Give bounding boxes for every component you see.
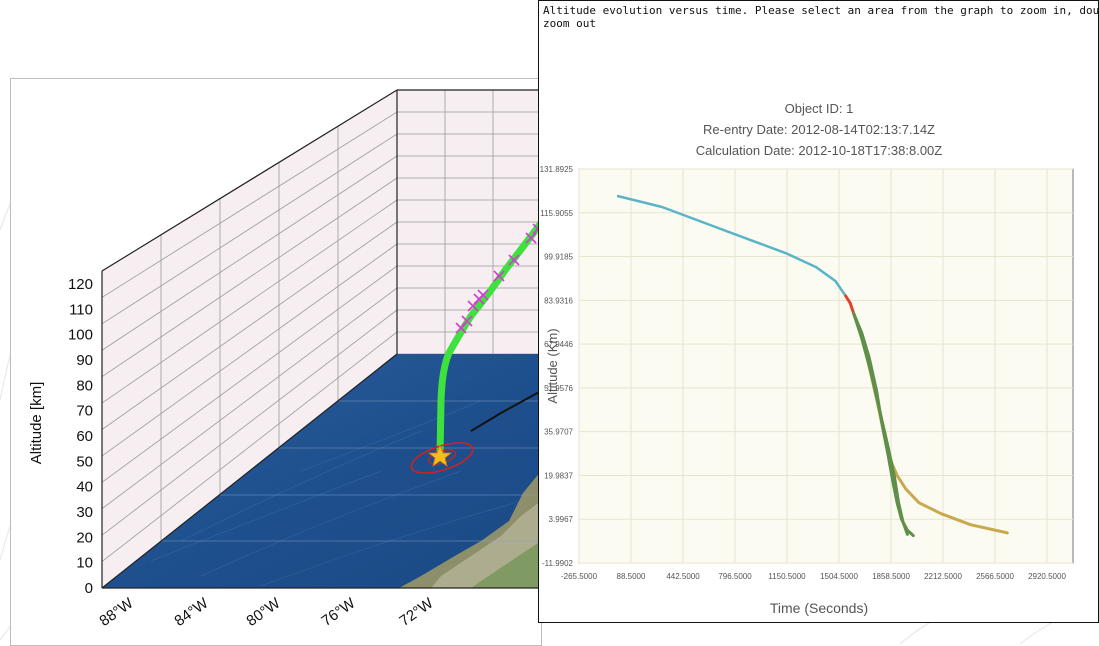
z-tick-label: 20: [76, 529, 93, 546]
x-tick-label: 1858.5000: [872, 572, 910, 581]
trajectory-markers: [455, 223, 541, 334]
x-tick-label: 2212.5000: [924, 572, 962, 581]
y-tick-label: 131.8925: [540, 165, 574, 174]
trajectory-marker: [525, 232, 537, 244]
y-tick-label: 115.9055: [540, 209, 573, 218]
y-tick-label: 67.9446: [544, 340, 573, 349]
impact-star-icon: [427, 443, 453, 467]
longitude-tick-label: 84°W: [171, 594, 212, 630]
seafloor-texture: [150, 400, 522, 587]
altitude-chart[interactable]: Object ID: 1 Re-entry Date: 2012-08-14T02…: [539, 1, 1099, 623]
x-tick-label: 2566.5000: [976, 572, 1014, 581]
ground-track: [470, 390, 541, 432]
panel-caption: Altitude evolution versus time. Please s…: [543, 4, 1099, 30]
y-axis-label: Altitude (Km): [545, 328, 560, 403]
left-wall: [102, 90, 397, 588]
chart-grid: [578, 168, 1073, 564]
z-axis-label: Altitude [km]: [28, 382, 45, 465]
series-line-green: [852, 312, 909, 536]
z-tick-label: 40: [76, 479, 93, 496]
z-tick-label: 50: [76, 453, 93, 470]
longitude-tick-label: 80°W: [243, 594, 284, 630]
z-tick-label: 70: [76, 403, 93, 420]
y-tick-label: 35.9707: [544, 428, 573, 437]
z-tick-label: 10: [76, 555, 93, 572]
z-tick-label: 80: [76, 377, 93, 394]
longitude-tick-label: 72°W: [396, 594, 437, 630]
x-tick-label: 2920.5000: [1028, 572, 1066, 581]
axes-frame: [101, 89, 541, 589]
z-tick-label: 100: [68, 327, 93, 344]
longitude-tick-label: 88°W: [96, 594, 137, 630]
series-line-red: [844, 294, 856, 316]
x-tick-label: 88.5000: [617, 572, 646, 581]
x-tick-label: 796.5000: [718, 572, 752, 581]
series-line-blue: [616, 194, 847, 298]
trajectory-3d-panel[interactable]: 120 110 100 90 80 70 60 50 40 30 20 10 0 Altitude [k…: [10, 78, 542, 646]
chart-title-line: Re-entry Date: 2012-08-14T02:13:7.14Z: [703, 122, 935, 137]
z-tick-label: 90: [76, 352, 93, 369]
z-tick-label: 0: [85, 580, 93, 597]
x-tick-label: 442.5000: [666, 572, 700, 581]
chart-title-line: Calculation Date: 2012-10-18T17:38:8.00Z: [696, 143, 942, 158]
trajectory-marker: [508, 254, 520, 266]
y-tick-label: 99.9185: [544, 253, 573, 262]
x-tick-label: -265.5000: [561, 572, 598, 581]
ocean-floor: [102, 354, 541, 588]
coastline-green: [471, 541, 541, 588]
trajectory-marker: [461, 315, 473, 327]
altitude-chart-panel[interactable]: Altitude evolution versus time. Please s…: [538, 0, 1099, 623]
y-tick-label: 51.9576: [544, 384, 573, 393]
y-tick-label: 3.9967: [549, 515, 574, 524]
chart-series: [616, 194, 1009, 538]
z-tick-label: 30: [76, 504, 93, 521]
y-tick-label: 19.9837: [544, 471, 573, 480]
x-axis-label: Time (Seconds): [770, 600, 868, 616]
y-tick-label: -11.9902: [542, 559, 574, 568]
x-axis-ticks: -265.5000 88.5000 442.5000 796.5000 1150.500…: [561, 572, 1066, 581]
trajectory-marker: [477, 289, 489, 301]
z-tick-label: 110: [69, 301, 93, 318]
z-tick-label: 60: [76, 428, 93, 445]
plot-area[interactable]: [578, 168, 1074, 564]
longitude-tick-label: 76°W: [318, 594, 359, 630]
y-tick-label: 83.9316: [544, 296, 573, 305]
z-tick-label: 120: [68, 276, 93, 293]
impact-ellipse: [410, 442, 474, 474]
chart-title-line: Object ID: 1: [785, 101, 854, 116]
longitude-ticks: 88°W 84°W 80°W 76°W 72°W: [96, 594, 437, 630]
trajectory-marker: [493, 270, 505, 282]
x-tick-label: 1150.5000: [768, 572, 806, 581]
chart-title: Object ID: 1 Re-entry Date: 2012-08-14T02…: [696, 101, 942, 158]
x-tick-label: 1504.5000: [820, 572, 858, 581]
y-axis-ticks: 131.8925 115.9055 99.9185 83.9316 67.9446 51.…: [540, 165, 574, 568]
